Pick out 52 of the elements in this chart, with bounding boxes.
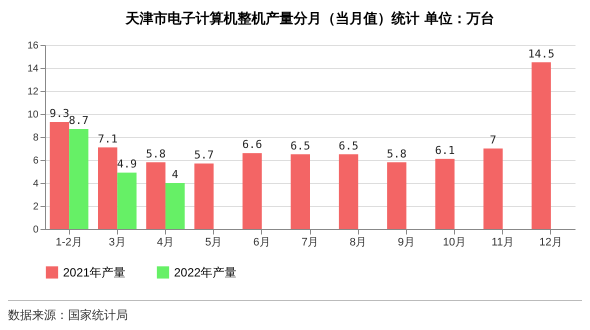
bar [532,62,551,229]
y-tick-label: 4 [32,178,39,190]
bar [50,122,70,229]
bar [435,158,455,229]
y-tick-label: 8 [32,132,39,144]
x-tick-label: 10月 [442,236,466,248]
data-label: 6.6 [242,138,262,152]
data-label: 4.9 [116,158,137,171]
bar [242,153,262,229]
bar [146,162,166,229]
data-label: 4 [172,168,179,181]
source-note: 数据来源：国家统计局 [8,300,582,324]
bar [194,163,214,229]
bar [290,154,310,229]
y-tick-label: 16 [27,40,39,52]
data-label: 6.1 [434,144,455,157]
x-tick-label: 8月 [350,236,367,248]
x-tick-label: 9月 [398,236,415,248]
data-label: 7.1 [98,132,118,146]
y-tick-label: 12 [27,86,39,98]
y-tick-label: 14 [27,64,39,74]
y-tick-label: 0 [32,224,39,236]
data-label: 14.5 [528,47,555,60]
data-label: 7 [490,134,496,146]
legend-label: 2021年产量 [63,265,126,280]
bar [165,183,185,229]
bar [387,162,406,229]
x-tick-label: 1-2月 [56,236,83,248]
x-tick-label: 3月 [108,236,126,248]
data-label: 5.8 [386,147,407,160]
y-tick-label: 10 [27,110,39,120]
legend-label: 2022年产量 [174,265,237,280]
data-label: 5.8 [146,147,166,160]
bar [338,154,358,229]
x-tick-label: 4月 [156,236,174,248]
bar [483,148,503,229]
data-label: 8.7 [68,114,89,127]
x-tick-label: 6月 [253,236,270,248]
x-tick-label: 12月 [539,236,563,248]
chart-title: 天津市电子计算机整机产量分月（当月值）统计 单位：万台 [124,10,494,27]
x-tick-label: 11月 [492,236,514,248]
bar [98,147,118,229]
x-tick-label: 7月 [301,236,319,248]
data-label: 6.5 [338,139,358,152]
y-tick-label: 6 [32,156,39,166]
bar [69,128,88,229]
bar [117,172,137,229]
data-label: 5.7 [194,148,214,162]
x-tick-label: 5月 [205,236,222,248]
data-label: 9.3 [50,107,70,120]
y-tick-label: 2 [32,202,39,212]
data-label: 6.5 [290,139,310,152]
